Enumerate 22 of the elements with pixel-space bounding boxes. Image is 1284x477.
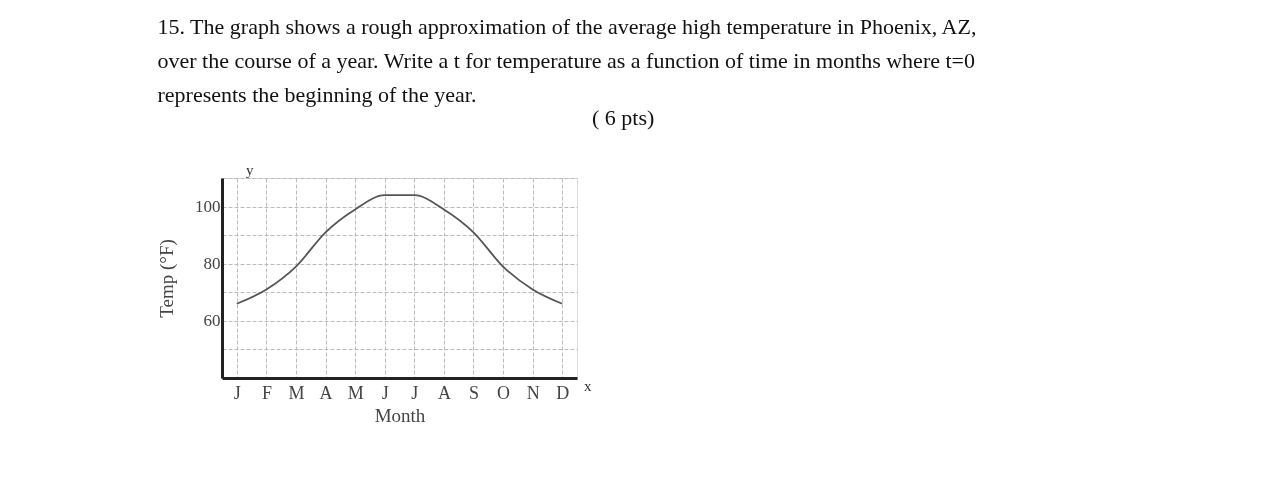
x-tick-label: M: [288, 382, 305, 403]
line-series: [235, 194, 564, 305]
x-tick-label: A: [319, 382, 333, 403]
x-tick-label: J: [411, 382, 419, 403]
x-tick-label: M: [347, 382, 364, 403]
x-tick-label: A: [437, 382, 451, 403]
text: ( 6 pts): [592, 105, 655, 130]
y-axis-title: Temp (°F): [156, 239, 178, 318]
x-tick-label: D: [556, 382, 570, 403]
x-tick-label: J: [381, 382, 389, 403]
chart-title: 15. The graph shows a rough approximation of the average high temperature in Phoenix, AZ, over the course of a year. Write a t for temperature as a function of time in months where t=0 represents the beginning of the year.: [157, 14, 977, 107]
x-tick-label: J: [233, 382, 241, 403]
x-axis-title: Month: [374, 404, 426, 426]
text: x: [584, 378, 592, 394]
x-tick-label: N: [526, 382, 540, 403]
y-tick-label: 100: [195, 197, 221, 217]
y-tick-label: 80: [203, 254, 221, 274]
y-tick-label: 60: [203, 311, 221, 331]
x-tick-label: F: [261, 382, 272, 403]
x-tick-label: S: [468, 382, 479, 403]
x-tick-label: O: [497, 382, 511, 403]
text: y: [246, 162, 254, 178]
